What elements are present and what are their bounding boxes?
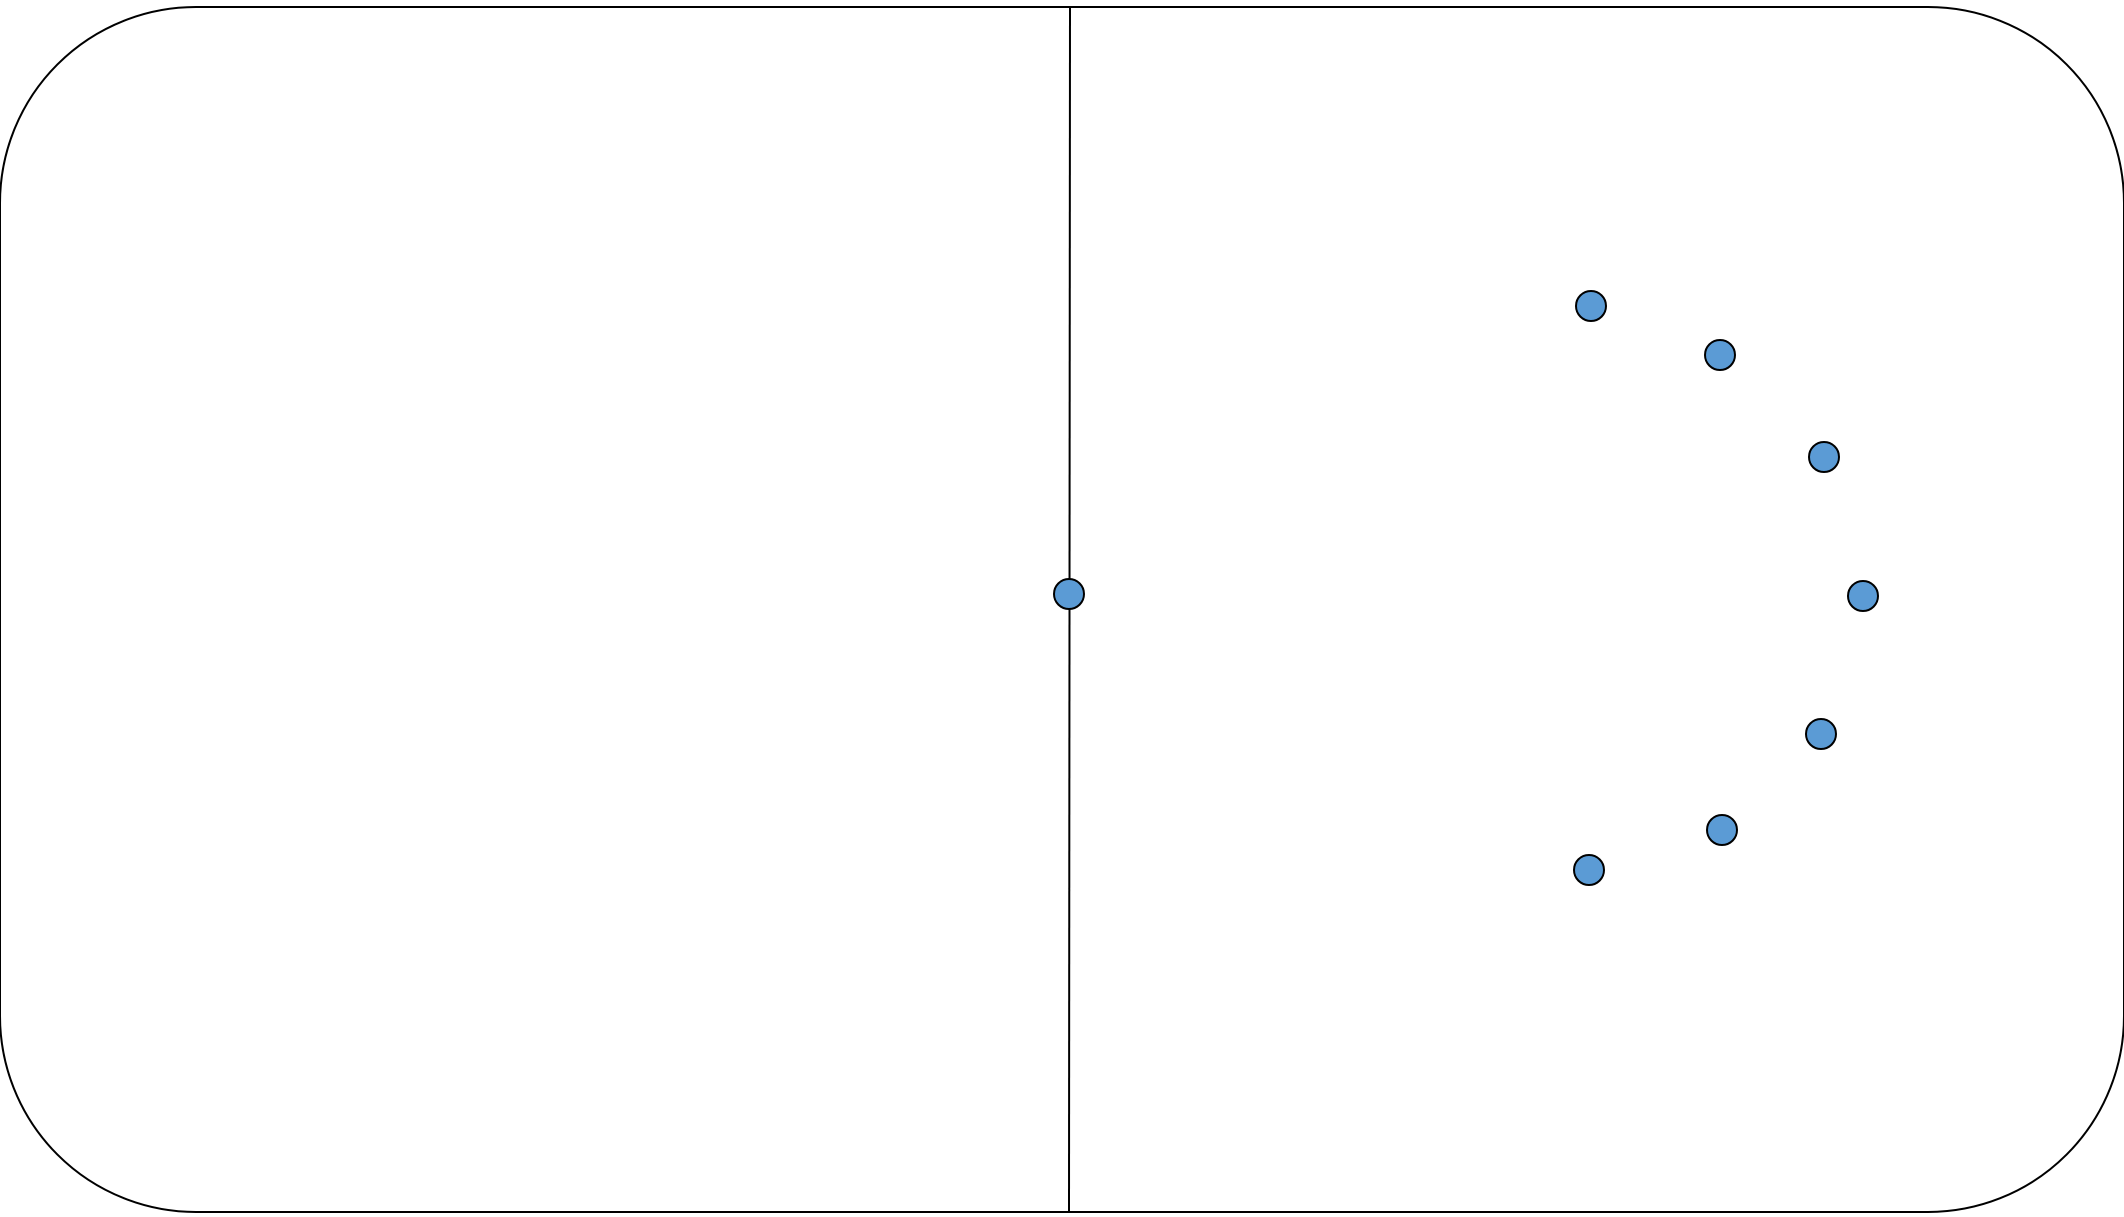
arc-marker: [1573, 854, 1605, 886]
arc-marker: [1704, 339, 1736, 371]
arc-marker: [1808, 441, 1840, 473]
arc-marker: [1575, 290, 1607, 322]
field-outline: [0, 6, 2124, 1213]
arc-marker: [1706, 814, 1738, 846]
arc-marker: [1847, 580, 1879, 612]
arc-marker: [1805, 718, 1837, 750]
center-marker: [1053, 578, 1085, 610]
